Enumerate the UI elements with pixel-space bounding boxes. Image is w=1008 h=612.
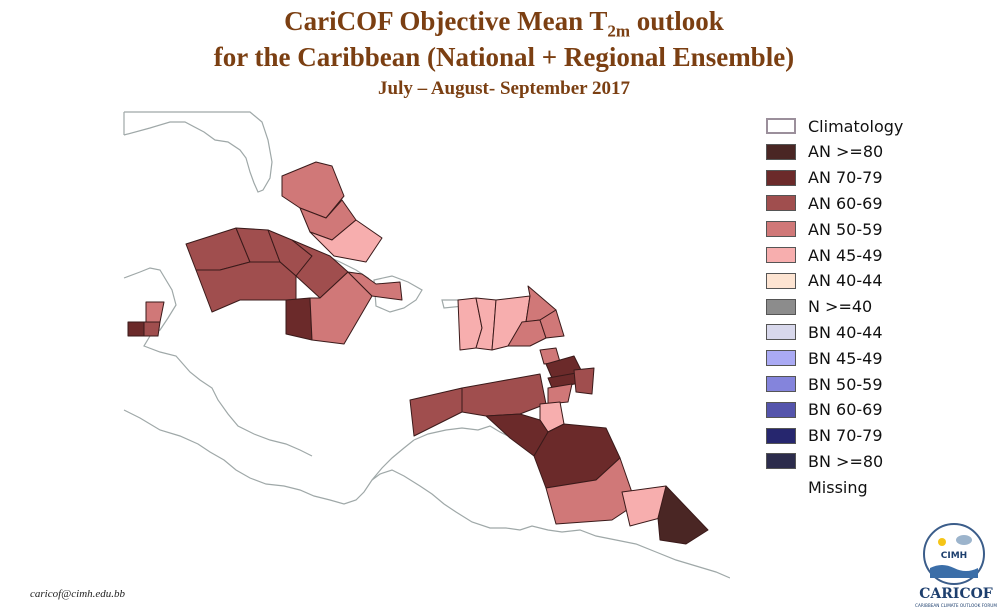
legend-item: BN 45-49 xyxy=(766,346,883,370)
region-windward-passage xyxy=(347,271,403,301)
region-leeward-central xyxy=(507,319,547,347)
legend-label: BN 70-79 xyxy=(808,426,883,446)
legend-label: AN 50-59 xyxy=(808,219,883,239)
legend-item: BN 50-59 xyxy=(766,372,883,396)
legend-swatch xyxy=(766,324,796,341)
legend-label: BN 45-49 xyxy=(808,348,883,368)
region-venezuela-coast xyxy=(461,373,547,417)
legend-item: N >=40 xyxy=(766,295,872,319)
legend-swatch xyxy=(766,247,796,263)
logo-brand-text: CARICOF xyxy=(919,586,993,602)
legend-item: BN 70-79 xyxy=(766,424,883,448)
map-title-line2: for the Caribbean (National + Regional E… xyxy=(213,42,795,72)
region-french-guiana xyxy=(657,485,709,545)
legend-swatch xyxy=(766,169,796,186)
legend-label: AN >=80 xyxy=(808,142,884,162)
legend-item: AN >=80 xyxy=(766,140,883,164)
legend-label: N >=40 xyxy=(808,297,873,317)
hispaniola-outline xyxy=(373,275,423,313)
legend-swatch xyxy=(766,195,796,212)
waves-icon xyxy=(930,565,978,578)
caricof-logo: CIMH CARICOF CARIBBEAN CLIMATE OUTLOOK F… xyxy=(915,523,997,608)
cloud-icon xyxy=(956,535,972,545)
region-bahamas-north xyxy=(281,161,345,219)
florida-outline xyxy=(123,111,273,193)
region-caymans xyxy=(195,261,297,313)
legend-label: AN 70-79 xyxy=(808,168,883,188)
legend-swatch xyxy=(766,350,796,367)
region-turks-caicos xyxy=(309,219,383,263)
legend-item: BN 60-69 xyxy=(766,398,883,422)
legend-swatch xyxy=(766,118,796,134)
region-antigua xyxy=(539,309,565,339)
region-belize-north xyxy=(145,301,165,323)
legend-item: BN 40-44 xyxy=(766,320,883,344)
caribbean-outlook-map xyxy=(123,111,730,579)
legend-swatch xyxy=(766,143,796,160)
legend-label: AN 40-44 xyxy=(808,271,883,291)
legend-item: AN 40-44 xyxy=(766,269,883,293)
legend-swatch xyxy=(766,427,796,444)
legend-label: Missing xyxy=(808,477,868,497)
logo-tagline: CARIBBEAN CLIMATE OUTLOOK FORUM xyxy=(915,603,997,608)
legend-label: AN 60-69 xyxy=(808,193,883,213)
legend-swatch xyxy=(766,401,796,418)
outlook-regions xyxy=(127,161,709,545)
isthmus-outline xyxy=(123,409,415,505)
region-belize-east xyxy=(143,321,161,337)
legend-label: BN 50-59 xyxy=(808,374,883,394)
legend-label: Climatology xyxy=(808,116,904,136)
map-subtitle-period: July – August- September 2017 xyxy=(378,78,630,99)
legend-item: AN 45-49 xyxy=(766,243,883,267)
legend-item: BN >=80 xyxy=(766,449,883,473)
sun-icon xyxy=(938,538,946,546)
legend-item: AN 60-69 xyxy=(766,191,883,215)
legend-swatch xyxy=(766,376,796,392)
region-grenada xyxy=(547,383,573,405)
legend-item: Climatology xyxy=(766,114,903,138)
legend-item: AN 50-59 xyxy=(766,217,883,241)
legend-item: AN 70-79 xyxy=(766,166,883,190)
legend-swatch xyxy=(766,479,796,495)
legend-label: BN 40-44 xyxy=(808,322,883,342)
yucatan-outline xyxy=(123,267,313,457)
map-title-line1: CariCOF Objective Mean T2m outlook xyxy=(284,6,724,41)
legend-label: AN 45-49 xyxy=(808,245,883,265)
logo-badge-text: CIMH xyxy=(941,551,967,561)
legend-label: BN 60-69 xyxy=(808,400,883,420)
legend-label: BN >=80 xyxy=(808,451,884,471)
legend-swatch xyxy=(766,221,796,238)
legend-swatch xyxy=(766,298,796,315)
footer-email: caricof@cimh.edu.bb xyxy=(30,588,126,600)
region-barbados xyxy=(573,367,595,395)
legend-swatch xyxy=(766,272,796,289)
legend-item: Missing xyxy=(766,475,868,499)
legend-swatch xyxy=(766,453,796,470)
region-jamaica xyxy=(285,297,313,341)
